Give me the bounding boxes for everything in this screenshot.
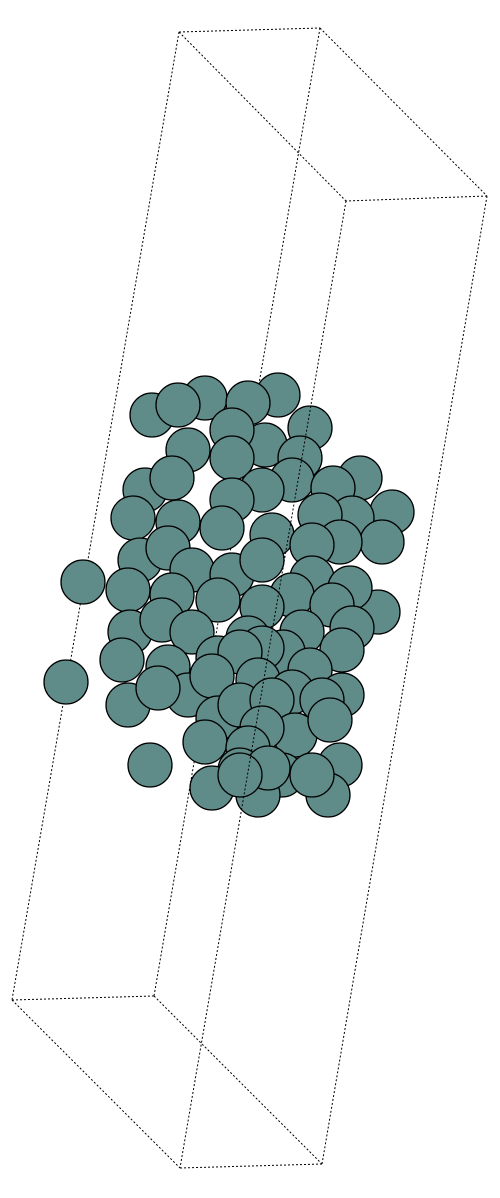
cell-edge-AD bbox=[179, 32, 346, 201]
atom-cluster bbox=[44, 373, 414, 817]
atom bbox=[128, 743, 172, 787]
atom bbox=[183, 720, 227, 764]
cell-edge-EH bbox=[12, 1000, 180, 1168]
atom bbox=[111, 496, 155, 540]
atom bbox=[308, 698, 352, 742]
cell-edge-FG bbox=[154, 996, 322, 1164]
atom bbox=[136, 666, 180, 710]
atom bbox=[240, 538, 284, 582]
atom bbox=[290, 753, 334, 797]
cell-edge-BC bbox=[320, 28, 487, 196]
cell-edge-GH bbox=[180, 1164, 322, 1168]
atom bbox=[150, 456, 194, 500]
atom bbox=[100, 638, 144, 682]
atom bbox=[106, 568, 150, 612]
atom bbox=[156, 383, 200, 427]
atom bbox=[44, 660, 88, 704]
atom bbox=[200, 506, 244, 550]
cell-edge-EF bbox=[12, 996, 154, 1000]
atom bbox=[360, 520, 404, 564]
cell-edge-AB bbox=[179, 28, 320, 32]
atom bbox=[61, 560, 105, 604]
cell-edge-CD bbox=[346, 196, 487, 201]
atom bbox=[218, 753, 262, 797]
